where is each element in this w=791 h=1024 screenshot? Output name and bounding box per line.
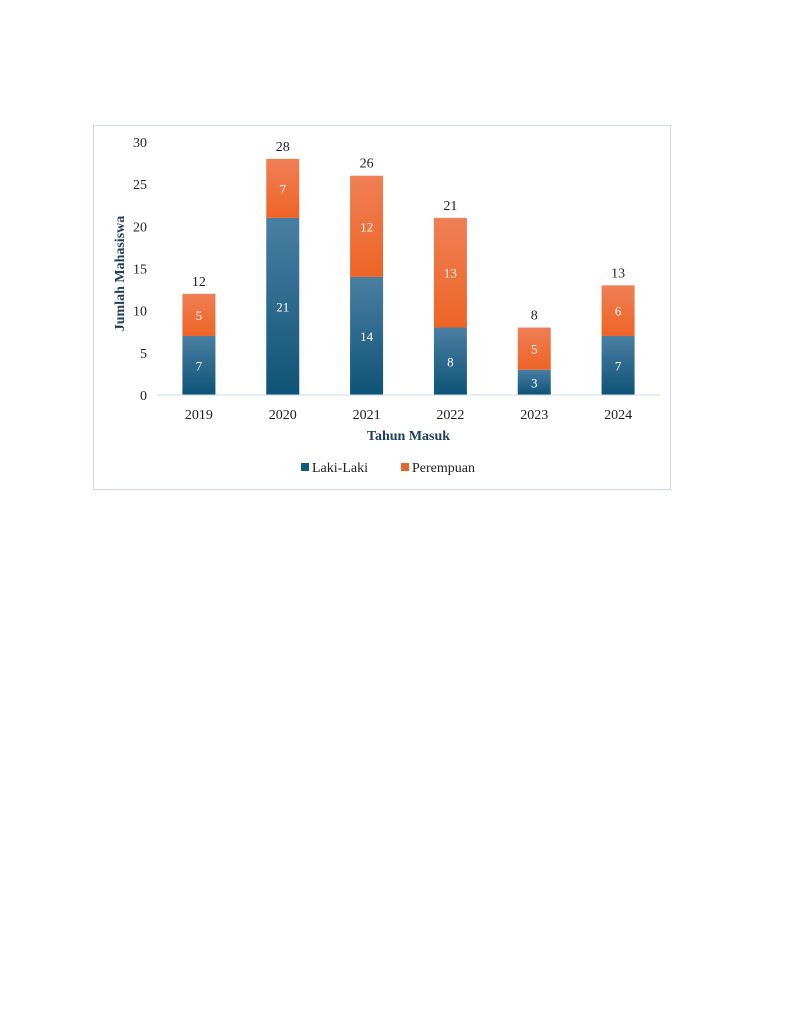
x-tick-label: 2020 — [269, 408, 297, 423]
data-label: 13 — [444, 266, 457, 281]
bar-segment-laki-laki — [182, 335, 216, 395]
data-label: 3 — [531, 375, 538, 390]
legend-label: Laki-Laki — [312, 461, 368, 476]
x-tick-label: 2024 — [604, 408, 632, 423]
x-tick-label: 2023 — [520, 408, 548, 423]
bar-segment-perempuan — [350, 175, 384, 277]
data-label: 12 — [360, 219, 373, 234]
legend-label: Perempuan — [412, 461, 475, 476]
data-label: 5 — [531, 342, 538, 357]
bar-segment-laki-laki — [517, 369, 551, 395]
x-axis-ticks: 2019 2020 2021 2022 2023 2024 — [185, 408, 632, 423]
y-tick-label: 20 — [133, 220, 147, 235]
data-label: 21 — [276, 299, 289, 314]
total-label: 26 — [360, 157, 374, 172]
x-tick-label: 2019 — [185, 408, 213, 423]
y-tick-label: 15 — [133, 263, 147, 278]
total-label: 8 — [531, 309, 538, 324]
y-tick-label: 30 — [133, 136, 147, 151]
bar-segment-laki-laki — [266, 217, 300, 395]
legend-swatch — [401, 463, 409, 471]
legend: Laki-Laki Perempuan — [301, 461, 475, 476]
data-label: 8 — [447, 354, 454, 369]
y-tick-label: 0 — [140, 389, 147, 404]
total-label: 13 — [611, 266, 625, 281]
y-tick-label: 5 — [140, 347, 147, 362]
x-tick-label: 2021 — [353, 408, 381, 423]
y-axis-title: Jumlah Mahasiswa — [113, 216, 128, 332]
total-label: 28 — [276, 140, 290, 155]
y-tick-label: 25 — [133, 178, 147, 193]
chart-frame: 0 5 10 15 20 25 30 7 21 14 8 3 7 5 7 12 13 5 6 12 28 26 21 8 13… — [93, 125, 671, 490]
bar-segment-perempuan — [517, 327, 551, 370]
y-tick-label: 10 — [133, 305, 147, 320]
bar-segment-perempuan — [182, 293, 216, 336]
data-label: 7 — [196, 358, 203, 373]
x-tick-label: 2022 — [436, 408, 464, 423]
bar-segment-perempuan — [601, 285, 635, 336]
data-label: 7 — [280, 181, 287, 196]
y-axis-ticks: 0 5 10 15 20 25 30 — [133, 136, 147, 404]
x-axis-title: Tahun Masuk — [367, 429, 450, 444]
bars: 7 21 14 8 3 7 5 7 12 13 5 6 12 28 26 21 8 13 — [182, 140, 635, 395]
bar-segment-perempuan — [266, 158, 300, 218]
total-label: 21 — [443, 199, 457, 214]
bar-segment-laki-laki — [601, 335, 635, 395]
bar-segment-laki-laki — [350, 276, 384, 395]
total-label: 12 — [192, 275, 206, 290]
bar-segment-perempuan — [433, 217, 467, 328]
data-label: 7 — [615, 358, 622, 373]
legend-swatch — [301, 463, 309, 471]
stacked-bar-chart: 0 5 10 15 20 25 30 7 21 14 8 3 7 5 7 12 13 5 6 12 28 26 21 8 13… — [113, 136, 660, 476]
data-label: 6 — [615, 304, 622, 319]
bar-segment-laki-laki — [433, 327, 467, 395]
data-label: 5 — [196, 308, 203, 323]
data-label: 14 — [360, 329, 374, 344]
